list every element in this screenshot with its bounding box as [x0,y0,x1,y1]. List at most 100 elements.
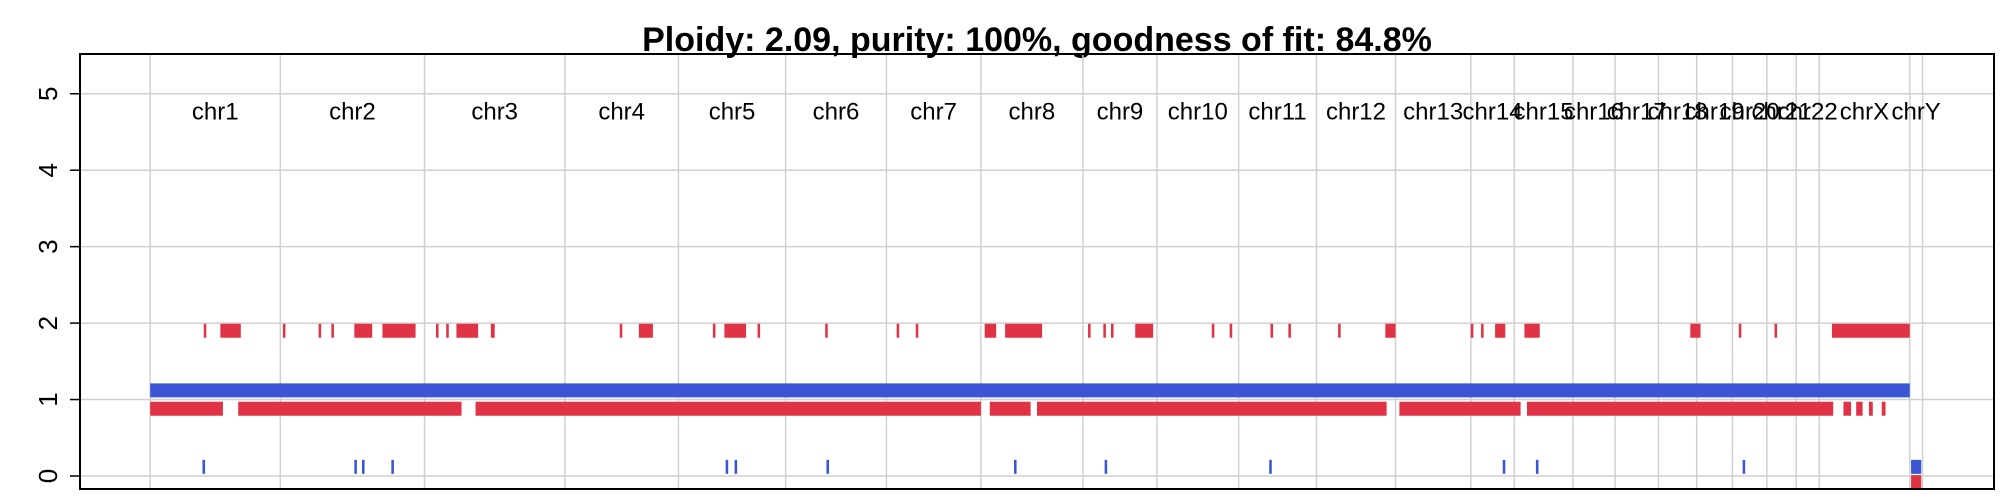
segment [203,323,207,338]
segment [724,323,747,338]
segment [1495,323,1506,338]
y-tick-label: 3 [33,239,63,253]
segment [1690,323,1701,338]
segment [475,401,981,416]
segment [1742,459,1746,474]
segment [1831,323,1910,338]
chromosome-label: chr11 [1248,98,1306,125]
plot-frame [79,53,1995,490]
segment [150,401,223,416]
segment [896,323,900,338]
segment [1211,323,1215,338]
chart-title: Ploidy: 2.09, purity: 100%, goodness of … [642,21,1432,59]
segment [1774,323,1778,338]
segment [1856,401,1863,416]
segment [456,323,479,338]
segment [1385,323,1396,338]
chromosome-label: chr8 [1009,98,1056,125]
segment [1005,323,1043,338]
chromosome-label: chr15 [1514,98,1574,125]
segment [1103,323,1106,338]
chromosome-label: chr14 [1463,98,1523,125]
segment [725,459,729,474]
segment [1524,323,1540,338]
segment [619,323,623,338]
chromosome-label: chr22 [1778,98,1838,125]
chromosome-label: chr20 [1720,98,1780,125]
segment [1037,401,1387,416]
segment [490,323,495,338]
segment [1229,323,1233,338]
segment [1526,401,1834,416]
segment [757,323,761,338]
segment [391,459,394,474]
chromosome-label: chr2 [329,98,376,125]
segment [984,323,997,338]
segment [318,323,322,338]
y-tick-label: 0 [33,469,63,483]
chromosome-label: chr12 [1326,98,1386,125]
segment [382,323,416,338]
chromosome-label: chr7 [910,98,957,125]
chromosome-label: chr18 [1648,98,1708,125]
segment [220,323,241,338]
segment [1911,459,1922,474]
segment [1399,401,1521,416]
segment [354,459,357,474]
chromosome-label: chr3 [471,98,518,125]
segment [1135,323,1154,338]
y-tick-label: 4 [33,163,63,177]
chromosome-label: chr16 [1564,98,1624,125]
segment [1014,459,1017,474]
chromosome-label: chr13 [1403,98,1463,125]
chromosome-label: chr5 [709,98,756,125]
segment [1881,401,1886,416]
segment [734,459,738,474]
chromosome-label: chr17 [1607,98,1667,125]
chromosome-label: chr19 [1685,98,1745,125]
segment [712,323,716,338]
segment [331,323,334,338]
segment [1911,475,1922,490]
segment [361,459,365,474]
segment [1104,459,1108,474]
segment [1868,401,1873,416]
segment [1111,323,1114,338]
segment [1288,323,1291,338]
segment [825,323,828,338]
segment [915,323,919,338]
segment [354,323,373,338]
segment [826,459,830,474]
segment [1843,401,1852,416]
segment [436,323,439,338]
chromosome-label: chr21 [1752,98,1812,125]
segment [446,323,449,338]
chromosome-label: chr9 [1097,98,1144,125]
segment [1535,459,1539,474]
chromosome-label: chr10 [1168,98,1228,125]
chromosome-label: chr4 [598,98,645,125]
segment [238,401,462,416]
y-tick-label: 2 [33,316,63,330]
chromosome-label: chrY [1891,98,1940,125]
segment [1088,323,1091,338]
chromosome-label: chr1 [192,98,239,125]
segment [1502,459,1506,474]
segment [989,401,1031,416]
chromosome-label: chr6 [813,98,860,125]
segment [150,383,1910,398]
segment [202,459,206,474]
segment [282,323,286,338]
segment [1470,323,1474,338]
segment [638,323,653,338]
y-tick-label: 1 [33,392,63,406]
segment [1481,323,1484,338]
segment [1338,323,1341,338]
segment [1738,323,1742,338]
segment [1270,323,1274,338]
segment [1269,459,1272,474]
y-tick-label: 5 [33,87,63,101]
chromosome-label: chrX [1840,98,1889,125]
